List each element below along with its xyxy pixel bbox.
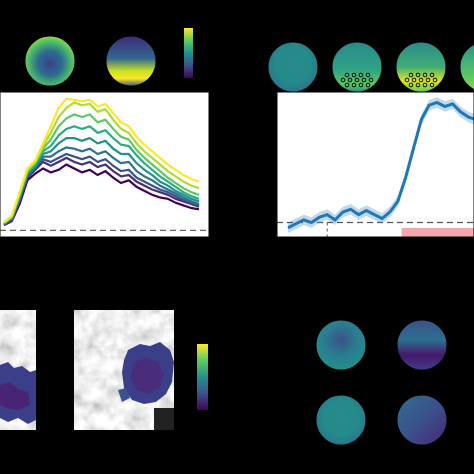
topomap: [315, 319, 367, 371]
topomap-head: [315, 394, 367, 446]
brain-map-left-overlay-core: [0, 382, 30, 410]
sensor-marker: [411, 77, 417, 83]
sensor-marker: [344, 82, 350, 88]
sensor-marker: [347, 77, 353, 83]
topomap: [396, 319, 448, 371]
topomap: [459, 44, 474, 90]
topomap-row-left: [24, 35, 157, 87]
chart-b: [276, 91, 474, 238]
sensor-marker: [418, 77, 424, 83]
sensor-marker: [365, 72, 371, 78]
sensor-marker: [422, 82, 428, 88]
sensor-marker: [354, 77, 360, 83]
chart-b-plot-area: [277, 92, 474, 237]
brain-map-right: [74, 310, 174, 430]
topomap: [105, 35, 157, 87]
topomap: [396, 394, 448, 446]
sensor-marker: [365, 82, 371, 88]
chart-a: [0, 91, 210, 238]
sensor-marker: [368, 77, 374, 83]
chart-a-series-group: [3, 97, 200, 227]
sensor-marker: [415, 82, 421, 88]
sensor-marker: [361, 77, 367, 83]
topomap-head: [331, 41, 383, 93]
topomap-head: [396, 394, 448, 446]
sensor-marker: [408, 72, 414, 78]
sensor-marker: [358, 82, 364, 88]
topomap-row-right: [267, 41, 474, 93]
topomap-head: [396, 319, 448, 371]
brain-map-left: [0, 310, 36, 430]
sensor-marker: [432, 77, 438, 83]
brain-map-right-dark-corner: [154, 408, 174, 430]
sensor-marker: [340, 77, 346, 83]
sensor-marker: [422, 72, 428, 78]
chart-a-series-line-1: [3, 163, 200, 227]
colorbar-bottom-left: [197, 344, 208, 410]
topomap-head: [395, 41, 447, 93]
brain-map-right-overlay-edge: [118, 388, 130, 402]
topomap: [267, 41, 319, 93]
topomap: [24, 35, 76, 87]
sensor-marker: [429, 72, 435, 78]
topomap: [315, 394, 367, 446]
sensor-marker: [408, 82, 414, 88]
topomap-head: [105, 35, 157, 87]
topomap-head: [315, 319, 367, 371]
chart-b-frame: [276, 91, 474, 238]
chart-b-highlight-span: [401, 228, 474, 237]
sensor-marker: [351, 72, 357, 78]
sensor-marker: [415, 72, 421, 78]
sensor-marker: [344, 72, 350, 78]
topomap-head: [267, 41, 319, 93]
chart-b-series-line: [287, 100, 474, 230]
topomap-grid-bottom-right: [315, 319, 448, 446]
sensor-marker: [358, 72, 364, 78]
topomap-head: [459, 44, 474, 90]
sensor-marker: [429, 82, 435, 88]
topomap: [395, 41, 447, 93]
chart-a-frame: [0, 91, 210, 238]
brain-map-right-overlay-core: [130, 358, 164, 394]
topomap-head: [24, 35, 76, 87]
topomap: [331, 41, 383, 93]
colorbar-top-left: [184, 28, 193, 78]
sensor-marker: [404, 77, 410, 83]
sensor-marker: [425, 77, 431, 83]
chart-a-series-line-9: [3, 97, 200, 224]
sensor-marker: [351, 82, 357, 88]
